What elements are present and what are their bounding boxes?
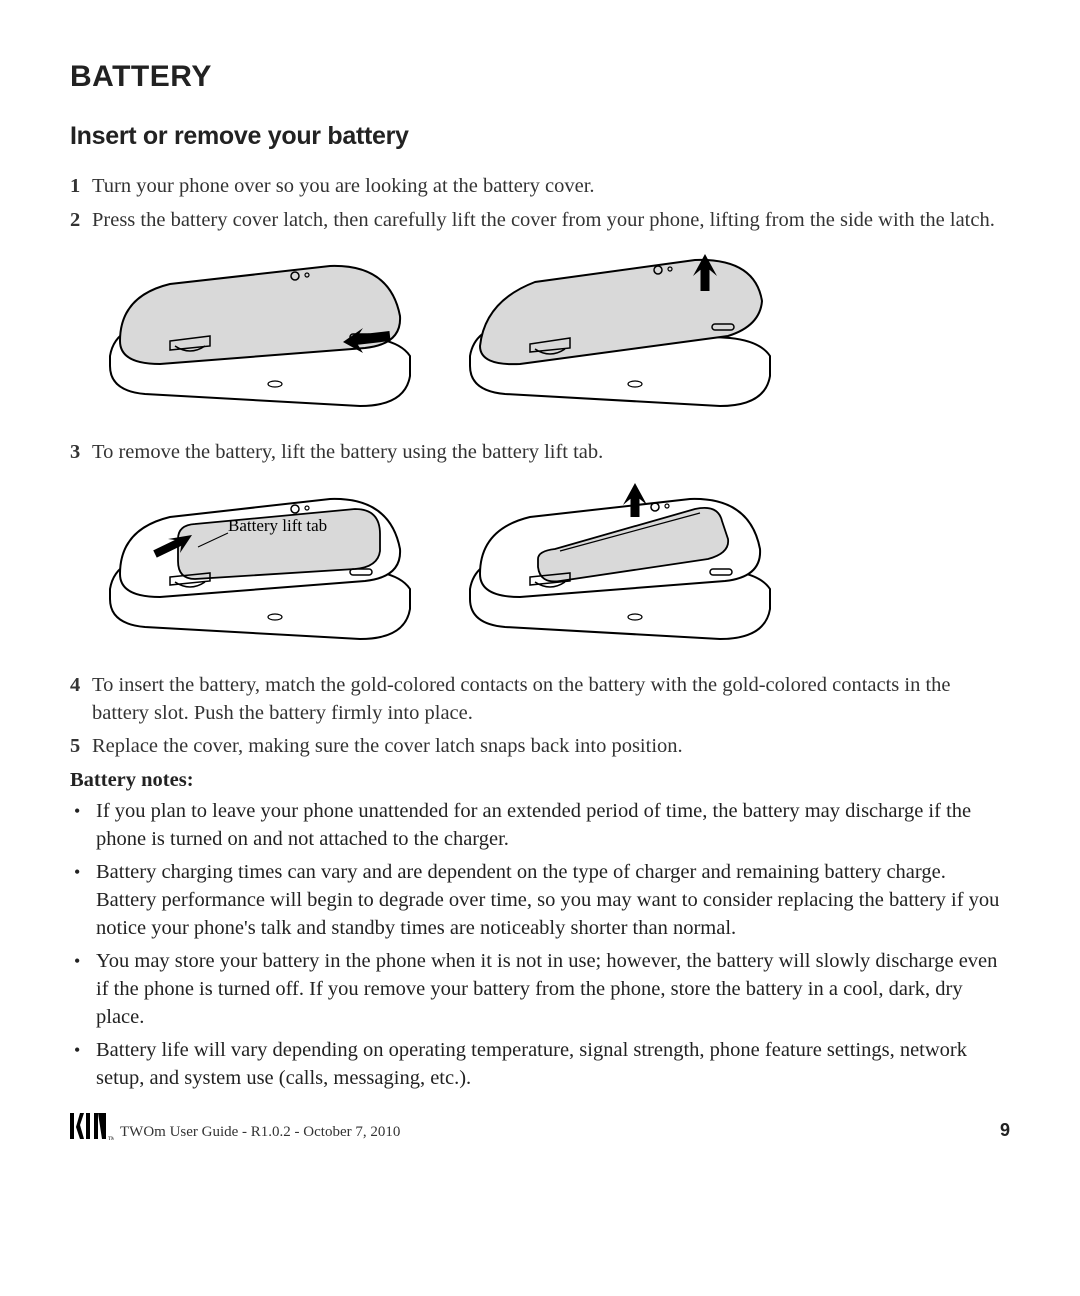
figure-row-1 [100,246,1010,421]
figure-remove-battery [460,479,780,654]
section-title: Insert or remove your battery [70,122,1010,151]
step: 4To insert the battery, match the gold-c… [70,672,1010,727]
figure-row-2: Battery lift tab [100,479,1010,654]
page-title: BATTERY [70,60,1010,94]
step: 1Turn your phone over so you are looking… [70,173,1010,201]
note-item: Battery life will vary depending on oper… [70,1037,1010,1092]
footer-left: TM TWOm User Guide - R1.0.2 - October 7,… [70,1111,400,1141]
note-item: Battery charging times can vary and are … [70,859,1010,942]
step: 5Replace the cover, making sure the cove… [70,733,1010,761]
svg-text:TM: TM [108,1137,114,1141]
page-number: 9 [1000,1120,1010,1141]
kin-logo-icon: TM [70,1111,114,1141]
steps-list-3: 4To insert the battery, match the gold-c… [70,672,1010,761]
step: 2Press the battery cover latch, then car… [70,207,1010,235]
notes-list: If you plan to leave your phone unattend… [70,798,1010,1093]
notes-heading: Battery notes: [70,769,1010,792]
note-item: If you plan to leave your phone unattend… [70,798,1010,853]
figure-press-latch [100,246,420,421]
note-item: You may store your battery in the phone … [70,948,1010,1031]
figure-lift-cover [460,246,780,421]
steps-list-1: 1Turn your phone over so you are looking… [70,173,1010,234]
footer-text: TWOm User Guide - R1.0.2 - October 7, 20… [120,1124,400,1141]
page-content: BATTERY Insert or remove your battery 1T… [0,0,1080,1093]
step: 3To remove the battery, lift the battery… [70,439,1010,467]
page-footer: TM TWOm User Guide - R1.0.2 - October 7,… [70,1111,1010,1141]
steps-list-2: 3To remove the battery, lift the battery… [70,439,1010,467]
annotation-label: Battery lift tab [228,516,327,535]
figure-lift-tab: Battery lift tab [100,479,420,654]
